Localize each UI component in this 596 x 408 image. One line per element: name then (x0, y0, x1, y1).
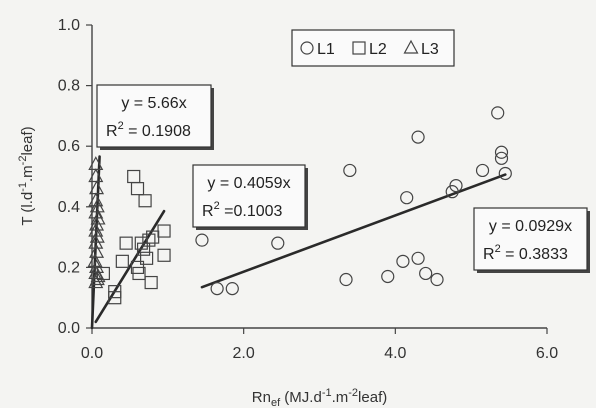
legend: L1 L2 L3 (291, 29, 455, 67)
legend-label-l2: L2 (369, 41, 387, 58)
y-tick-label: 0.8 (58, 78, 80, 95)
y-tick-label: 0.0 (58, 320, 80, 337)
y-axis-label: T (l.d-1.m-2leaf) (17, 126, 36, 225)
point-l3 (90, 268, 106, 283)
annotation-box (473, 207, 588, 271)
fit-r-squared: R2 = 0.1908 (106, 120, 191, 140)
point-l1 (343, 163, 357, 178)
legend-label-l1: L1 (317, 41, 335, 58)
point-l2 (108, 291, 122, 305)
fit-equation: y = 0.4059x (207, 175, 290, 192)
point-l2 (142, 233, 156, 247)
fit-r-squared: R2 =0.1003 (202, 200, 283, 220)
point-l1 (449, 178, 463, 193)
point-l3 (88, 234, 104, 249)
fit-line-l2 (94, 209, 166, 324)
point-l1 (494, 145, 509, 159)
point-l1 (400, 191, 414, 205)
x-tick-label: 2.0 (233, 345, 255, 362)
legend-label-l3: L3 (421, 41, 439, 58)
point-l3 (88, 192, 104, 207)
point-l1 (491, 106, 505, 120)
point-l3 (90, 210, 106, 225)
point-l2 (115, 254, 129, 268)
point-l1 (225, 282, 239, 296)
point-l1 (498, 166, 512, 181)
y-tick-label: 0.4 (58, 199, 80, 216)
y-tick-label: 0.6 (58, 138, 80, 155)
point-l3 (88, 168, 104, 183)
point-l1 (494, 151, 509, 165)
fit-equation: y = 0.0929x (489, 218, 572, 235)
x-tick-label: 4.0 (384, 345, 406, 362)
point-l2 (138, 194, 152, 208)
x-tick-label: 6.0 (536, 345, 558, 362)
legend-marker-l1 (300, 41, 314, 55)
annotation-box (192, 164, 306, 228)
tick-labels: 0.0 0.2 0.4 0.6 0.8 1.0 0.0 2.0 4.0 6.0 (58, 17, 558, 362)
point-l3 (89, 198, 105, 213)
point-l2 (119, 236, 133, 250)
legend-box (291, 29, 455, 67)
point-l1 (381, 269, 395, 284)
point-l2 (140, 251, 154, 265)
point-l1 (195, 233, 209, 247)
point-l1 (419, 266, 433, 281)
data-points (87, 106, 512, 305)
point-l1 (411, 130, 425, 144)
fit-line-l1 (200, 173, 507, 289)
fit-equation: y = 5.66x (121, 95, 186, 112)
point-l2 (144, 275, 158, 290)
point-l1 (271, 236, 285, 250)
point-l1 (430, 272, 444, 287)
annotation-l1: y = 0.0929x R2 = 0.3833 (473, 207, 590, 273)
annotation-box (96, 84, 212, 148)
point-l2 (157, 248, 171, 262)
point-l2 (157, 224, 171, 238)
point-l3 (88, 204, 104, 219)
point-l1 (339, 272, 353, 287)
point-l3 (89, 228, 105, 243)
x-axis-label: Rnef (MJ.d-1.m-2leaf) (252, 387, 387, 408)
point-l3 (89, 180, 105, 195)
point-l2 (127, 169, 141, 184)
point-l2 (132, 266, 146, 281)
y-tick-label: 1.0 (58, 17, 80, 34)
axis-labels: Rnef (MJ.d-1.m-2leaf) T (l.d-1.m-2leaf) (17, 126, 387, 408)
point-l1 (396, 254, 410, 268)
annotations: y = 0.0929x R2 = 0.3833 y = 0.4059x R2 =0.1… (96, 84, 590, 273)
point-l1 (475, 163, 490, 178)
point-l1 (210, 282, 224, 296)
point-l3 (89, 216, 105, 231)
point-l2 (130, 182, 145, 196)
annotation-l2: y = 0.4059x R2 =0.1003 (192, 164, 308, 230)
point-l2 (136, 242, 151, 256)
y-tick-label: 0.2 (58, 259, 80, 276)
annotation-l3: y = 5.66x R2 = 0.1908 (96, 84, 214, 150)
point-l3 (87, 253, 103, 267)
legend-marker-l2 (352, 41, 366, 55)
legend-marker-l3 (403, 39, 419, 54)
fit-r-squared: R2 = 0.3833 (483, 243, 568, 263)
axes (86, 24, 548, 334)
x-tick-label: 0.0 (81, 345, 103, 362)
point-l1 (411, 251, 425, 265)
